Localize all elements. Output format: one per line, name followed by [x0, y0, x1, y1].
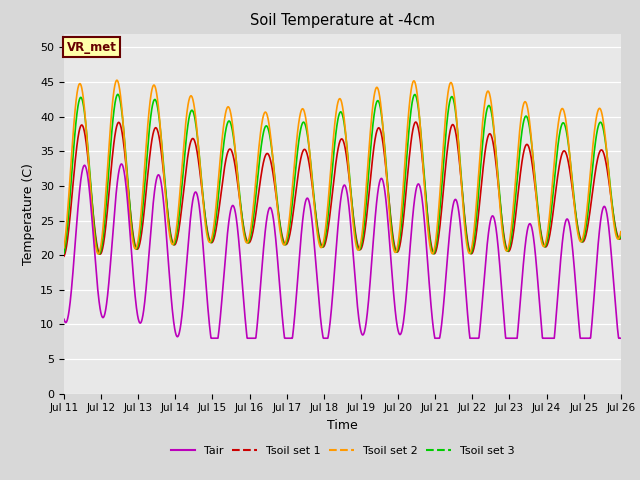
Tsoil set 1 — [60, 253, 68, 259]
Tsoil set 2 — [95, 251, 102, 257]
Tair — [584, 336, 591, 341]
X-axis label: Time: Time — [327, 419, 358, 432]
Tsoil set 3 — [617, 233, 625, 239]
Tsoil set 3 — [505, 247, 513, 253]
Tsoil set 2 — [216, 161, 223, 167]
Tsoil set 1 — [568, 181, 575, 187]
Tsoil set 3 — [114, 92, 122, 97]
Tsoil set 3 — [568, 175, 576, 181]
Legend: Tair, Tsoil set 1, Tsoil set 2, Tsoil set 3: Tair, Tsoil set 1, Tsoil set 2, Tsoil se… — [166, 441, 518, 460]
Tsoil set 3 — [216, 179, 223, 185]
Line: Tsoil set 3: Tsoil set 3 — [64, 95, 621, 254]
Tsoil set 2 — [617, 229, 625, 235]
Tsoil set 3 — [371, 106, 379, 111]
Tsoil set 2 — [568, 178, 576, 184]
Tair — [617, 336, 625, 341]
Tair — [216, 320, 223, 325]
Tsoil set 2 — [371, 88, 379, 94]
Tsoil set 1 — [371, 140, 378, 146]
Tsoil set 3 — [584, 213, 591, 218]
Y-axis label: Temperature (C): Temperature (C) — [22, 163, 35, 264]
Tsoil set 1 — [617, 236, 625, 241]
Line: Tsoil set 2: Tsoil set 2 — [64, 80, 621, 254]
Line: Tair: Tair — [64, 164, 621, 338]
Tsoil set 1 — [358, 242, 366, 248]
Tair — [118, 161, 125, 167]
Title: Soil Temperature at -4cm: Soil Temperature at -4cm — [250, 13, 435, 28]
Tair — [371, 216, 379, 222]
Tair — [60, 316, 68, 322]
Tsoil set 1 — [504, 249, 512, 254]
Tsoil set 2 — [584, 201, 591, 206]
Tair — [505, 336, 513, 341]
Text: VR_met: VR_met — [67, 41, 117, 54]
Tsoil set 1 — [216, 204, 223, 210]
Tsoil set 3 — [359, 233, 367, 239]
Tsoil set 1 — [584, 226, 591, 232]
Line: Tsoil set 1: Tsoil set 1 — [64, 122, 621, 256]
Tsoil set 2 — [359, 224, 367, 229]
Tsoil set 2 — [505, 244, 513, 250]
Tsoil set 2 — [60, 245, 68, 251]
Tsoil set 2 — [113, 77, 121, 83]
Tsoil set 3 — [60, 250, 68, 256]
Tair — [568, 241, 576, 247]
Tair — [359, 332, 367, 338]
Tair — [207, 336, 215, 341]
Tsoil set 3 — [95, 251, 103, 257]
Tsoil set 1 — [412, 119, 420, 125]
